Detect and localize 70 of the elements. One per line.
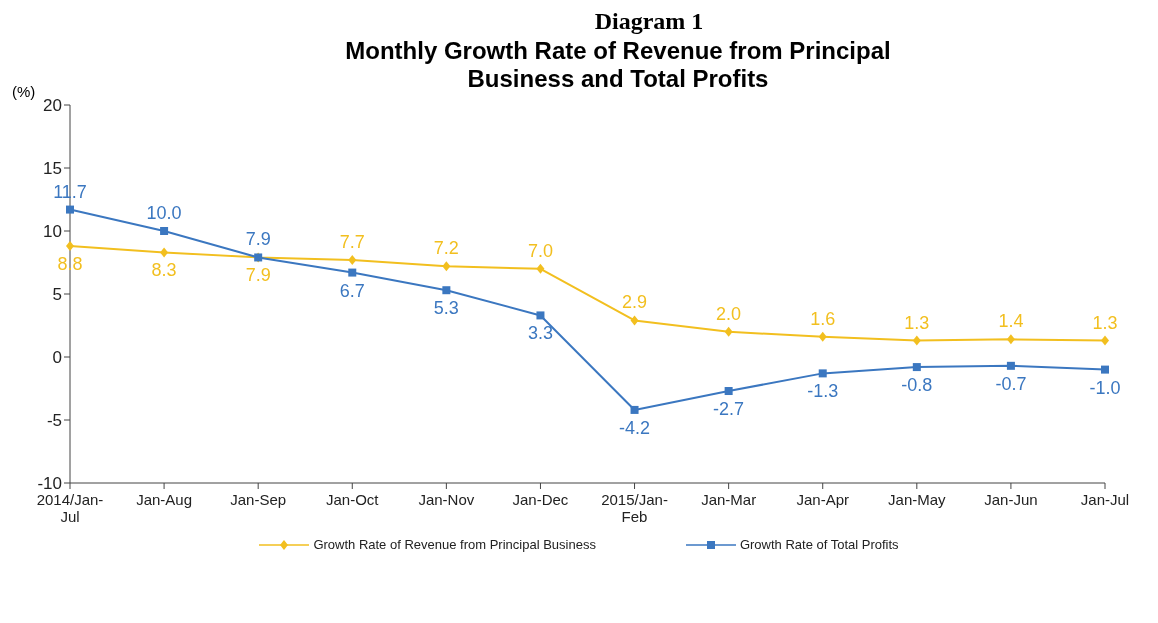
legend-label: Growth Rate of Total Profits [739,537,899,552]
data-label: -2.7 [713,399,745,420]
y-tick-label: 5 [52,285,62,305]
data-label: 2.0 [716,303,742,324]
x-tick-label: Jan-Sep [230,491,287,508]
point [442,261,451,272]
data-label: 1.3 [1092,312,1118,333]
data-label: 7.0 [527,240,553,261]
x-tick-label: Jan-Mar [701,491,757,508]
y-tick-label: 15 [43,159,62,179]
x-tick-label: Jan-Nov [418,491,475,508]
data-label: 1.6 [810,308,836,329]
data-label: 8.3 [151,260,177,281]
point [66,241,74,252]
data-label: -1.3 [807,381,839,402]
point [1101,365,1109,374]
point [1006,334,1015,345]
x-tick-label: Jan-Jun [984,491,1038,508]
y-tick-label: 20 [43,96,62,116]
data-label: 11.7 [53,181,87,202]
data-label: 1.3 [904,312,930,333]
y-tick-label: -10 [37,474,62,494]
point [1006,361,1015,370]
point [348,254,357,265]
legend-label: Growth Rate of Revenue from Principal Business [313,537,596,552]
x-tick-label: Jan-Aug [136,491,193,508]
data-label: 7.2 [433,238,459,259]
data-label: 8.8 [57,254,83,275]
x-tick-label: 2015/Jan-Feb [601,491,668,525]
chart-subtitle: Monthly Growth Rate of Revenue from Principal Business and Total Profits [344,37,892,93]
data-label: 5.3 [433,298,459,319]
point [536,311,545,320]
x-tick-label: Jan-Dec [512,491,569,508]
data-label: 10.0 [146,203,182,223]
point [724,387,733,396]
point [442,286,451,295]
data-label: 3.3 [527,323,553,344]
chart-title: Diagram 1 [593,8,705,35]
x-tick-label: Jan-Jul [1080,491,1130,508]
data-label: 6.7 [339,280,365,301]
point [160,227,169,235]
point [724,326,733,337]
data-label: 7.7 [339,231,365,252]
point [160,247,169,258]
point [348,268,357,277]
point [630,405,639,414]
y-tick-label: 10 [43,222,62,242]
data-label: -0.8 [901,375,933,396]
x-tick-label: 2014/Jan-Jul [36,491,104,525]
point [912,335,921,346]
data-label: 7.9 [245,229,271,250]
point [818,369,827,378]
point [912,363,921,372]
point [1101,335,1109,346]
data-label: -1.0 [1089,377,1121,398]
x-tick-label: Jan-May [888,491,947,508]
data-label: 7.9 [245,265,271,286]
point [818,331,827,342]
y-tick-label: 0 [52,348,62,368]
y-tick-label: -5 [46,411,62,431]
data-label: -0.7 [995,373,1027,394]
data-label: 2.9 [622,292,648,313]
x-tick-label: Jan-Apr [796,491,849,508]
data-label: 1.4 [998,311,1024,332]
data-label: -4.2 [619,417,651,438]
point [536,263,545,274]
y-axis-title: (%) [12,83,36,100]
x-tick-label: Jan-Oct [326,491,380,508]
point [630,315,639,326]
point [66,205,74,214]
